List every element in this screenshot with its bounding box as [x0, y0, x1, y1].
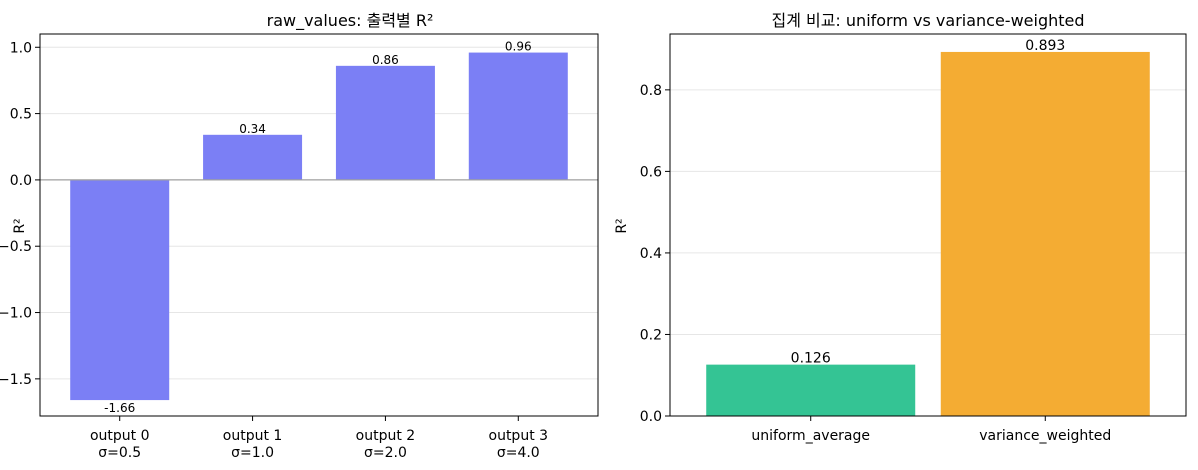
- chart-title: 집계 비교: uniform vs variance-weighted: [771, 11, 1084, 30]
- y-tick-label: 0.0: [10, 173, 32, 189]
- x-tick-label: σ=2.0: [364, 445, 407, 461]
- chart-r2-by-output: raw_values: 출력별 R² R² -1.66 0.34 0.86 0.96 −…: [0, 11, 599, 461]
- x-tick-label: output 3: [489, 428, 549, 444]
- y-axis-label: R²: [614, 218, 630, 233]
- y-tick-label: −1.5: [0, 372, 32, 388]
- bar-value-label: 0.96: [505, 40, 532, 54]
- y-tick-label: 0.0: [640, 409, 662, 425]
- y-tick-label: −0.5: [0, 239, 32, 255]
- chart-title: raw_values: 출력별 R²: [267, 11, 434, 31]
- y-tick-label: −1.0: [0, 306, 32, 322]
- plot-frame: [39, 33, 599, 417]
- x-tick-label: output 2: [356, 428, 416, 444]
- y-tick-label: 0.2: [640, 327, 662, 343]
- y-tick-label: 0.4: [640, 246, 662, 262]
- x-tick-label: variance_weighted: [979, 428, 1111, 444]
- x-tick-label: uniform_average: [751, 428, 870, 444]
- bar: [335, 65, 435, 180]
- bar-value-label: -1.66: [104, 401, 135, 415]
- bar: [70, 179, 170, 401]
- x-tick-label: σ=4.0: [497, 445, 540, 461]
- bar: [940, 51, 1150, 416]
- y-axis-label: R²: [12, 218, 28, 233]
- y-tick-label: 0.6: [640, 164, 662, 180]
- bar: [468, 52, 568, 180]
- x-tick-label: σ=1.0: [231, 445, 274, 461]
- bar-value-label: 0.893: [1025, 38, 1065, 54]
- chart-aggregate-comparison: 집계 비교: uniform vs variance-weighted R² 0…: [614, 11, 1187, 444]
- bar: [706, 364, 916, 416]
- y-tick-label: 0.8: [640, 83, 662, 99]
- y-tick-label: 0.5: [10, 107, 32, 123]
- x-tick-label: σ=0.5: [98, 445, 141, 461]
- y-tick-label: 1.0: [10, 40, 32, 56]
- plot-frame: [669, 33, 1187, 417]
- bar-value-label: 0.34: [239, 122, 266, 136]
- x-tick-label: output 0: [90, 428, 150, 444]
- bar: [203, 134, 303, 180]
- bar-value-label: 0.126: [791, 351, 831, 367]
- bar-value-label: 0.86: [372, 53, 399, 67]
- x-tick-label: output 1: [223, 428, 283, 444]
